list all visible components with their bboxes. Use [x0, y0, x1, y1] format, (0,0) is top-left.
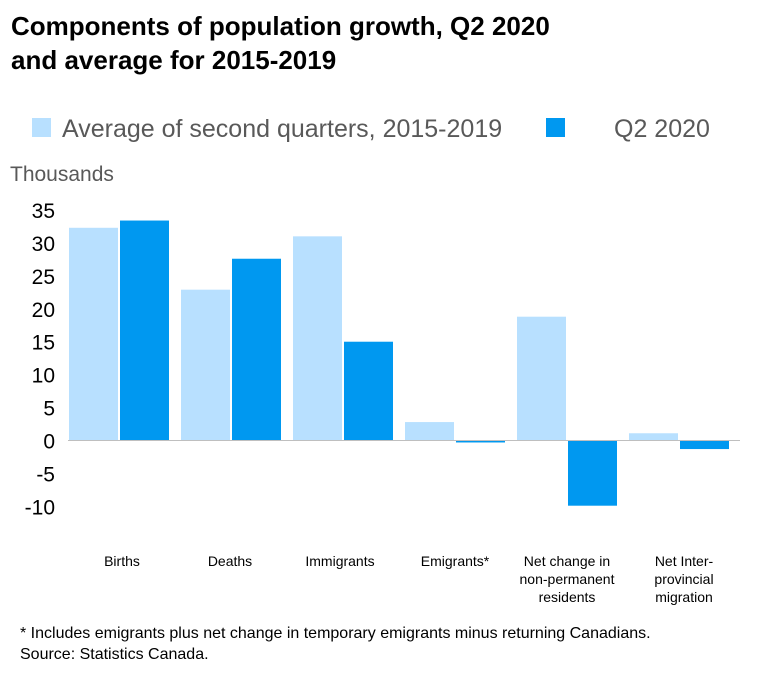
footnote: * Includes emigrants plus net change in …	[20, 623, 755, 665]
bar-deaths-average	[181, 289, 230, 441]
y-tick-label: 35	[32, 200, 55, 223]
bar-net-npr-q2-2020	[568, 440, 617, 506]
legend: Average of second quarters, 2015-2019 Q2…	[32, 115, 710, 143]
y-axis-label: Thousands	[10, 163, 114, 186]
x-label-net-npr: residents	[539, 589, 596, 605]
footnote-note: * Includes emigrants plus net change in …	[20, 625, 651, 642]
footnote-source: Source: Statistics Canada.	[20, 646, 209, 663]
bar-net-interprovincial-average	[629, 433, 678, 441]
x-label-emigrants: Emigrants*	[421, 553, 490, 569]
legend-label-q2-2020: Q2 2020	[614, 115, 710, 143]
legend-swatch-q2-2020	[546, 118, 565, 137]
y-tick-label: 0	[43, 431, 55, 454]
x-label-births: Births	[104, 553, 140, 569]
legend-label-average: Average of second quarters, 2015-2019	[62, 115, 502, 143]
chart-title-line-1: Components of population growth, Q2 2020	[11, 11, 550, 41]
bar-births-q2-2020	[120, 220, 169, 441]
bar-deaths-q2-2020	[232, 258, 281, 441]
y-axis-ticks: 35 30 25 20 15 10 5 0 -5 -10	[25, 200, 55, 519]
chart: Average of second quarters, 2015-2019 Q2…	[10, 115, 740, 605]
bars	[69, 220, 729, 506]
chart-title-line-2: and average for 2015-2019	[11, 45, 337, 75]
bar-emigrants-q2-2020	[456, 440, 505, 443]
y-tick-label: 10	[32, 365, 55, 388]
y-tick-label: 30	[32, 233, 55, 256]
x-label-net-npr: Net change in	[524, 553, 610, 569]
bar-immigrants-q2-2020	[344, 341, 393, 441]
x-label-net-interprovincial: Net Inter-	[655, 553, 714, 569]
bar-emigrants-average	[405, 422, 454, 441]
y-tick-label: 20	[32, 299, 55, 322]
x-label-immigrants: Immigrants	[305, 553, 374, 569]
bar-net-interprovincial-q2-2020	[680, 440, 729, 450]
x-axis-labels: Births Deaths Immigrants Emigrants* Net chan…	[104, 553, 713, 605]
bar-births-average	[69, 227, 118, 441]
x-label-deaths: Deaths	[208, 553, 252, 569]
legend-swatch-average	[32, 118, 51, 137]
y-tick-label: -10	[25, 496, 55, 519]
x-label-net-interprovincial: provincial	[654, 571, 713, 587]
chart-title: Components of population growth, Q2 2020…	[11, 9, 751, 77]
x-label-net-npr: non-permanent	[520, 571, 615, 587]
x-label-net-interprovincial: migration	[655, 589, 713, 605]
y-tick-label: 5	[43, 398, 55, 421]
bar-net-npr-average	[517, 316, 566, 441]
y-tick-label: 15	[32, 332, 55, 355]
bar-immigrants-average	[293, 236, 342, 441]
y-tick-label: 25	[32, 266, 55, 289]
y-tick-label: -5	[36, 463, 55, 486]
